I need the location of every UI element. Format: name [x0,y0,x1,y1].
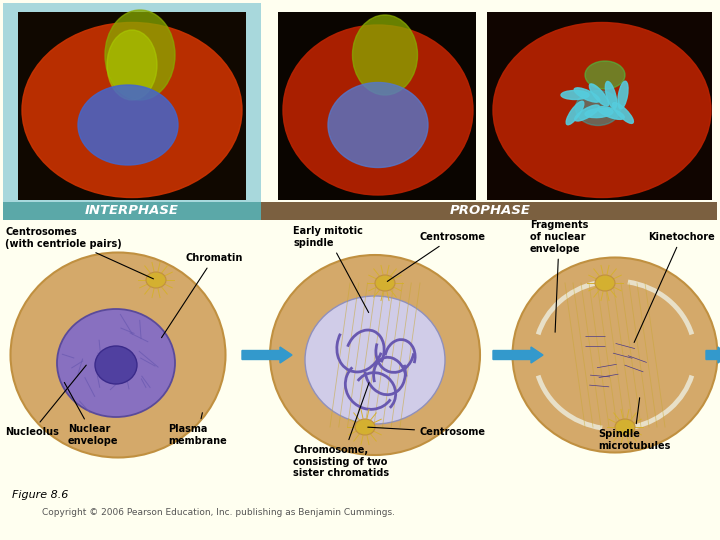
Ellipse shape [78,85,178,165]
FancyBboxPatch shape [3,202,261,220]
Text: Chromosome,
consisting of two
sister chromatids: Chromosome, consisting of two sister chr… [293,383,389,478]
Ellipse shape [57,309,175,417]
Text: Figure 8.6: Figure 8.6 [12,490,68,500]
Ellipse shape [575,105,599,121]
FancyBboxPatch shape [278,12,476,200]
Text: Chromatin: Chromatin [161,253,243,338]
FancyArrow shape [493,347,543,363]
FancyBboxPatch shape [487,12,712,200]
Text: Early mitotic
spindle: Early mitotic spindle [293,226,369,313]
Ellipse shape [22,23,242,198]
Ellipse shape [493,23,711,198]
Polygon shape [597,364,616,368]
Ellipse shape [606,82,616,109]
FancyBboxPatch shape [3,3,261,210]
Ellipse shape [598,106,624,119]
Text: INTERPHASE: INTERPHASE [85,205,179,218]
Text: Centrosome: Centrosome [368,427,486,437]
Ellipse shape [613,103,634,124]
Ellipse shape [305,296,445,424]
FancyBboxPatch shape [261,202,717,220]
Ellipse shape [375,275,395,291]
FancyBboxPatch shape [18,12,246,200]
Ellipse shape [585,61,625,89]
Ellipse shape [561,91,589,99]
FancyArrow shape [706,347,720,363]
FancyBboxPatch shape [261,3,717,210]
Ellipse shape [575,91,621,125]
Ellipse shape [615,419,635,435]
Ellipse shape [95,346,137,384]
Ellipse shape [270,255,480,455]
Text: Centrosome: Centrosome [387,232,486,281]
Polygon shape [624,365,643,372]
Text: Centrosomes
(with centriole pairs): Centrosomes (with centriole pairs) [5,227,153,279]
Ellipse shape [590,84,608,106]
Polygon shape [613,353,632,358]
Ellipse shape [11,253,225,457]
Ellipse shape [585,109,613,118]
Ellipse shape [283,25,473,195]
Polygon shape [616,343,635,349]
Ellipse shape [595,275,615,291]
Ellipse shape [513,258,718,453]
Ellipse shape [107,30,157,100]
Ellipse shape [105,10,175,100]
Text: Plasma
membrane: Plasma membrane [168,413,227,446]
Ellipse shape [574,88,600,102]
Ellipse shape [566,101,584,125]
FancyArrow shape [242,347,292,363]
Polygon shape [628,356,647,362]
Polygon shape [590,375,610,377]
Ellipse shape [146,272,166,288]
Text: Kinetochore: Kinetochore [634,232,715,342]
Text: PROPHASE: PROPHASE [449,205,531,218]
Text: Spindle
microtubules: Spindle microtubules [598,398,670,451]
Ellipse shape [355,419,375,435]
Text: Copyright © 2006 Pearson Education, Inc. publishing as Benjamin Cummings.: Copyright © 2006 Pearson Education, Inc.… [42,508,395,517]
Polygon shape [589,385,609,387]
Ellipse shape [328,83,428,167]
Text: Nucleolus: Nucleolus [5,365,86,437]
Ellipse shape [618,81,628,109]
Text: Fragments
of nuclear
envelope: Fragments of nuclear envelope [530,220,588,332]
Ellipse shape [353,15,418,95]
Polygon shape [599,374,618,377]
Text: Nuclear
envelope: Nuclear envelope [64,382,119,446]
